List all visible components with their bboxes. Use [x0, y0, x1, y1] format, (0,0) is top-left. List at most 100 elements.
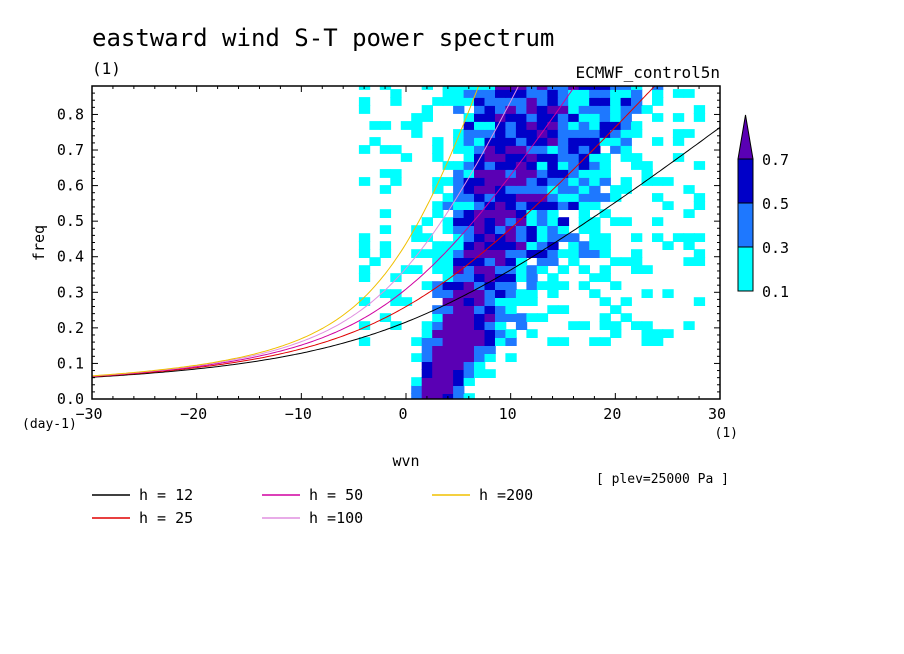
- contour-cell: [589, 137, 601, 146]
- y-axis-ticks: 0.0 0.1 0.2 0.3 0.4 0.5 0.6 0.7 0.8: [57, 85, 720, 408]
- contour-cell: [620, 113, 632, 122]
- contour-cell: [505, 169, 517, 178]
- contour-cell: [474, 321, 486, 330]
- contour-cell: [505, 185, 517, 194]
- contour-cell: [495, 86, 507, 90]
- contour-cell: [505, 289, 517, 298]
- y-tick-label: 0.2: [57, 319, 84, 337]
- contour-cell: [547, 217, 559, 226]
- legend-label: h = 25: [139, 509, 193, 527]
- contour-cell: [432, 329, 444, 338]
- contour-cell: [421, 369, 433, 378]
- contour-cell: [578, 281, 590, 290]
- contour-cell: [557, 185, 570, 194]
- contour-cell: [442, 329, 454, 338]
- dispersion-curve: [92, 86, 480, 377]
- contour-cell: [515, 233, 528, 242]
- contour-cell: [599, 177, 611, 186]
- contour-cell: [547, 89, 559, 98]
- contour-cell: [453, 257, 465, 266]
- contour-cell: [599, 86, 611, 90]
- contour-cell: [505, 241, 517, 250]
- contour-cell: [432, 257, 444, 266]
- contour-cell: [505, 353, 517, 362]
- contour-cell: [442, 353, 454, 362]
- contour-cell: [672, 129, 685, 138]
- contour-cell: [495, 209, 507, 218]
- contour-cell: [536, 105, 549, 114]
- contour-cell: [474, 273, 486, 282]
- contour-cell: [515, 105, 528, 114]
- contour-cell: [568, 153, 580, 162]
- contour-cell: [411, 337, 423, 346]
- contour-cell: [484, 169, 496, 178]
- contour-cell: [515, 241, 528, 250]
- contour-cell: [495, 97, 507, 106]
- contour-cell: [411, 233, 423, 242]
- contour-cell: [526, 329, 538, 338]
- contour-cell: [432, 137, 444, 146]
- contour-cell: [599, 129, 611, 138]
- contour-cell: [515, 153, 528, 162]
- contour-cell: [578, 153, 590, 162]
- contour-cell: [620, 137, 632, 146]
- contour-cell: [568, 113, 580, 122]
- contour-cell: [421, 233, 433, 242]
- contour-cell: [453, 353, 465, 362]
- contour-cell: [610, 129, 622, 138]
- contour-cell: [442, 225, 454, 234]
- legend-label: h =200: [479, 486, 533, 504]
- contour-cell: [578, 177, 590, 186]
- contour-cell: [589, 121, 601, 130]
- contour-cell: [652, 193, 664, 202]
- contour-cell: [484, 305, 496, 314]
- contour-cell: [526, 289, 538, 298]
- contour-cell: [369, 121, 381, 130]
- contour-cell: [358, 337, 371, 346]
- contour-cell: [672, 233, 685, 242]
- contour-cell: [526, 241, 538, 250]
- contour-cell: [515, 121, 528, 130]
- contour-cell: [693, 113, 706, 122]
- contour-cell: [379, 185, 392, 194]
- colorbar-label: 0.3: [762, 239, 789, 257]
- contour-cell: [474, 289, 486, 298]
- contour-cell: [453, 361, 465, 370]
- contour-cell: [484, 257, 496, 266]
- contour-cell: [484, 153, 496, 162]
- contour-cell: [453, 329, 465, 338]
- contour-cell: [557, 265, 570, 274]
- contour-cell: [495, 113, 507, 122]
- contour-cell: [411, 377, 423, 386]
- contour-cell: [631, 129, 643, 138]
- contour-cell: [526, 97, 538, 106]
- contour-cell: [411, 265, 423, 274]
- contour-cell: [474, 233, 486, 242]
- contour-cell: [557, 97, 570, 106]
- contour-cell: [421, 249, 433, 258]
- contour-cell: [568, 105, 580, 114]
- contour-cell: [515, 209, 528, 218]
- contour-cell: [547, 145, 559, 154]
- contour-cell: [463, 249, 475, 258]
- contour-cell: [484, 369, 496, 378]
- contour-cell: [631, 249, 643, 258]
- contour-cell: [526, 105, 538, 114]
- contour-cell: [474, 177, 486, 186]
- contour-cell: [463, 145, 475, 154]
- contour-cell: [474, 97, 486, 106]
- contour-cell: [610, 257, 622, 266]
- contour-cell: [484, 249, 496, 258]
- contour-cell: [474, 297, 486, 306]
- contour-cell: [463, 313, 475, 322]
- contour-cell: [693, 193, 706, 202]
- contour-cell: [463, 193, 475, 202]
- contour-cell: [495, 201, 507, 210]
- contour-cell: [442, 289, 454, 298]
- contour-cell: [620, 217, 632, 226]
- contour-cell: [536, 257, 549, 266]
- contour-cell: [589, 273, 601, 282]
- contour-cell: [474, 169, 486, 178]
- contour-cell: [693, 233, 706, 242]
- contour-cell: [474, 217, 486, 226]
